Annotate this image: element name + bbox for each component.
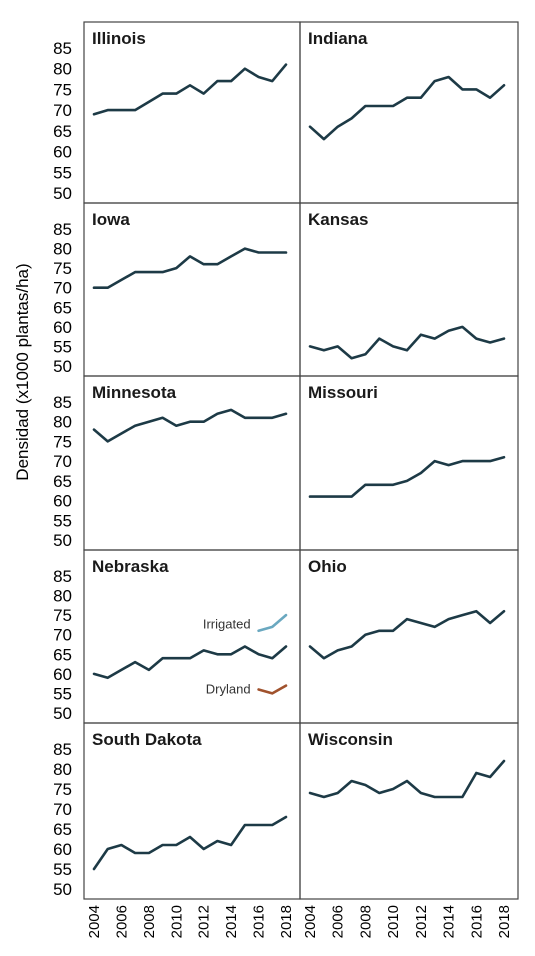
y-tick-label: 80 [53, 587, 72, 606]
y-tick-label: 55 [53, 684, 72, 703]
y-tick-label: 55 [53, 860, 72, 879]
y-tick-label: 70 [53, 101, 72, 120]
y-tick-label: 80 [53, 60, 72, 79]
series-line-dryland [257, 684, 288, 695]
y-tick-label: 75 [53, 432, 72, 451]
y-tick-label: 55 [53, 163, 72, 182]
series-line-illinois [92, 63, 288, 116]
y-tick-label: 80 [53, 413, 72, 432]
panel-wisconsin: Wisconsin 2004 2006 2008 2010 2012 2014 2016 201… [299, 722, 519, 938]
y-tick-label: 85 [53, 39, 72, 58]
y-tick-label: 65 [53, 298, 72, 317]
panels-layer: Illinois5055606570758085IndianaIowa50556… [53, 21, 519, 938]
y-tick-label: 70 [53, 452, 72, 471]
x-tick-label: 2016 [468, 905, 485, 938]
x-tick-label: 2014 [441, 905, 458, 938]
panel-kansas: Kansas [299, 202, 519, 377]
y-tick-label: 65 [53, 472, 72, 491]
y-tick-label: 75 [53, 80, 72, 99]
panel-title-nebraska: Nebraska [92, 557, 169, 576]
x-tick-label: 2012 [196, 905, 213, 938]
y-tick-label: 55 [53, 511, 72, 530]
y-tick-label: 75 [53, 780, 72, 799]
series-line-south-dakota [92, 815, 288, 871]
y-tick-label: 60 [53, 665, 72, 684]
x-tick-label: 2018 [496, 905, 513, 938]
series-line-nebraska [92, 645, 288, 680]
y-tick-label: 50 [53, 704, 72, 723]
x-tick-label: 2016 [251, 905, 268, 938]
panel-frame-south-dakota [83, 722, 301, 900]
series-line-missouri [308, 455, 506, 498]
x-tick-label: 2008 [141, 905, 158, 938]
panel-frame-minnesota [83, 375, 301, 551]
series-line-wisconsin [308, 759, 506, 799]
panel-title-minnesota: Minnesota [92, 383, 177, 402]
panel-frame-indiana [299, 21, 519, 204]
panel-title-wisconsin: Wisconsin [308, 730, 393, 749]
y-tick-label: 50 [53, 184, 72, 203]
panel-missouri: Missouri [299, 375, 519, 551]
series-line-iowa [92, 247, 288, 290]
x-tick-label: 2008 [357, 905, 374, 938]
series-label-irrigated: Irrigated [203, 616, 251, 631]
series-line-ohio [308, 609, 506, 660]
y-tick-label: 65 [53, 820, 72, 839]
series-line-indiana [308, 75, 506, 141]
y-tick-label: 85 [53, 740, 72, 759]
x-tick-label: 2010 [168, 905, 185, 938]
panel-title-missouri: Missouri [308, 383, 378, 402]
y-tick-label: 80 [53, 240, 72, 259]
x-tick-label: 2010 [385, 905, 402, 938]
y-tick-label: 60 [53, 143, 72, 162]
y-tick-label: 60 [53, 840, 72, 859]
panel-title-kansas: Kansas [308, 210, 368, 229]
y-tick-label: 70 [53, 626, 72, 645]
y-tick-label: 75 [53, 259, 72, 278]
x-tick-label: 2004 [302, 905, 319, 938]
y-tick-label: 70 [53, 800, 72, 819]
panel-frame-missouri [299, 375, 519, 551]
panel-title-illinois: Illinois [92, 29, 146, 48]
y-axis-label: Densidad (x1000 plantas/ha) [13, 263, 32, 480]
panel-ohio: Ohio [299, 549, 519, 724]
panel-indiana: Indiana [299, 21, 519, 204]
series-line-kansas [308, 325, 506, 360]
panel-frame-wisconsin [299, 722, 519, 900]
series-label-dryland: Dryland [206, 682, 251, 697]
y-tick-label: 80 [53, 760, 72, 779]
panel-frame-illinois [83, 21, 301, 204]
y-tick-label: 60 [53, 318, 72, 337]
y-tick-label: 65 [53, 122, 72, 141]
y-tick-label: 70 [53, 279, 72, 298]
panel-title-south-dakota: South Dakota [92, 730, 202, 749]
x-tick-label: 2004 [86, 905, 103, 938]
y-tick-label: 85 [53, 567, 72, 586]
y-tick-label: 65 [53, 645, 72, 664]
panel-title-ohio: Ohio [308, 557, 347, 576]
series-line-minnesota [92, 408, 288, 443]
x-tick-label: 2006 [330, 905, 347, 938]
x-tick-label: 2012 [413, 905, 430, 938]
y-tick-label: 50 [53, 880, 72, 899]
x-tick-label: 2018 [278, 905, 295, 938]
y-tick-label: 75 [53, 606, 72, 625]
y-tick-label: 50 [53, 357, 72, 376]
y-tick-label: 55 [53, 337, 72, 356]
y-tick-label: 85 [53, 393, 72, 412]
y-tick-label: 60 [53, 492, 72, 511]
panel-title-iowa: Iowa [92, 210, 130, 229]
y-tick-label: 50 [53, 531, 72, 550]
series-line-irrigated [257, 613, 288, 633]
y-tick-label: 85 [53, 220, 72, 239]
panel-title-indiana: Indiana [308, 29, 368, 48]
x-tick-label: 2006 [113, 905, 130, 938]
x-tick-label: 2014 [223, 905, 240, 938]
